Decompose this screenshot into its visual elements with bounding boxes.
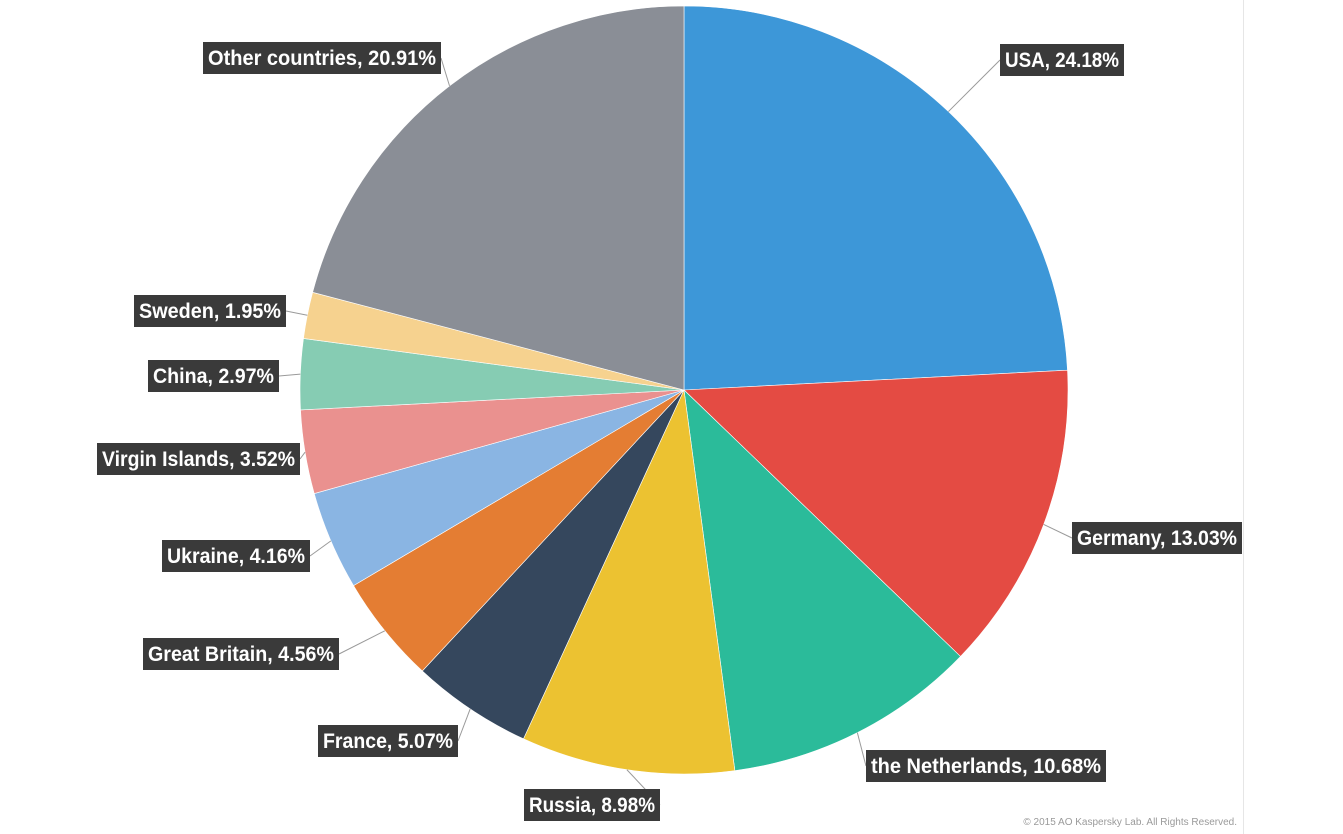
pie-slice-russia [523,388,736,775]
slice-label-the-netherlands: the Netherlands, 10.68% [866,750,1106,782]
leader-line-france [457,708,471,742]
slice-label-text: Other countries, 20.91% [208,47,436,70]
slice-label-china: China, 2.97% [148,360,279,392]
slice-label-text: Germany, 13.03% [1077,527,1237,550]
slice-label-box [97,443,300,475]
leader-line-china [278,373,301,377]
slice-label-box [143,638,339,670]
slice-label-box [134,295,286,327]
slice-label-text: Russia, 8.98% [529,794,655,817]
slice-label-russia: Russia, 8.98% [524,789,660,821]
slice-label-text: the Netherlands, 10.68% [871,755,1101,778]
slice-labels: USA, 24.18% Germany, 13.03% the Netherland… [97,42,1242,821]
slice-label-text: USA, 24.18% [1005,49,1119,72]
slice-label-box [148,360,279,392]
pie-slice-the-netherlands [683,389,961,771]
slice-label-box [1072,522,1242,554]
slice-label-other-countries: Other countries, 20.91% [203,42,441,74]
leader-line-usa [948,59,1001,112]
slice-label-text: Sweden, 1.95% [139,300,281,323]
pie-slice-other-countries [312,5,685,391]
page-right-rule [1243,0,1244,834]
slice-label-great-britain: Great Britain, 4.56% [143,638,339,670]
slice-label-box [866,750,1106,782]
slice-label-text: Great Britain, 4.56% [148,643,334,666]
slice-label-box [162,540,310,572]
copyright-text: © 2015 AO Kaspersky Lab. All Rights Rese… [1023,817,1237,828]
leader-line-great-britain [338,630,386,655]
slice-label-box [1000,44,1124,76]
slice-label-text: China, 2.97% [153,365,274,388]
leader-line-germany [1043,523,1073,539]
leader-line-sweden [285,310,308,316]
pie-slices [299,5,1069,775]
slice-label-box [524,789,660,821]
slice-label-text: Ukraine, 4.16% [167,545,305,568]
slice-label-france: France, 5.07% [318,725,458,757]
slice-label-text: Virgin Islands, 3.52% [102,448,295,471]
slice-label-sweden: Sweden, 1.95% [134,295,286,327]
label-leader-lines [278,57,1073,806]
slice-label-usa: USA, 24.18% [1000,44,1124,76]
leader-line-ukraine [309,540,332,557]
slice-label-germany: Germany, 13.03% [1072,522,1242,554]
leader-line-the-netherlands [856,732,867,767]
slice-label-text: France, 5.07% [323,730,453,753]
slice-label-virgin-islands: Virgin Islands, 3.52% [97,443,300,475]
slice-label-box [203,42,441,74]
slice-label-box [318,725,458,757]
slice-label-ukraine: Ukraine, 4.16% [162,540,310,572]
leader-line-virgin-islands [299,451,306,460]
leader-line-other-countries [440,57,450,87]
